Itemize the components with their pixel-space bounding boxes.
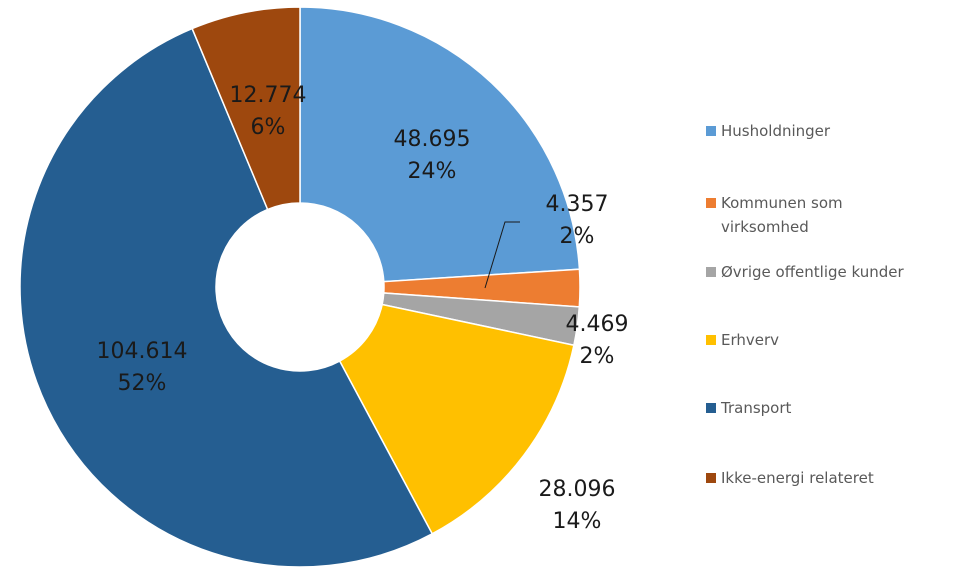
slice	[19, 27, 434, 568]
legend-item: Erhverv	[706, 328, 916, 352]
legend-label: Kommunen som virksomhed	[721, 194, 843, 236]
legend-item: Kommunen som virksomhed	[706, 191, 881, 239]
percent-label: 14%	[553, 509, 602, 534]
legend-label: Erhverv	[721, 331, 780, 349]
legend-item: Øvrige offentlige kunder	[706, 260, 916, 284]
legend-label: Ikke-energi relateret	[721, 469, 874, 487]
legend-label: Transport	[721, 399, 792, 417]
data-label: 4.357	[546, 192, 609, 217]
leader-line	[484, 221, 520, 289]
legend-swatch	[706, 335, 716, 345]
slice	[299, 6, 581, 283]
data-label: 104.614	[97, 339, 188, 364]
legend-label: Husholdninger	[721, 122, 831, 140]
legend-swatch	[706, 473, 716, 483]
legend-item: Husholdninger	[706, 119, 916, 143]
legend-swatch	[706, 126, 716, 136]
percent-label: 52%	[118, 371, 167, 396]
data-label: 4.469	[566, 312, 629, 337]
data-label: 12.774	[230, 83, 307, 108]
percent-label: 2%	[580, 344, 615, 369]
legend-item: Ikke-energi relateret	[706, 466, 916, 490]
legend-item: Transport	[706, 396, 916, 420]
percent-label: 2%	[560, 224, 595, 249]
legend-swatch	[706, 198, 716, 208]
legend-label: Øvrige offentlige kunder	[721, 263, 904, 281]
legend-swatch	[706, 403, 716, 413]
percent-label: 6%	[251, 115, 286, 140]
slice	[338, 303, 575, 535]
data-label: 28.096	[539, 477, 616, 502]
percent-label: 24%	[408, 159, 457, 184]
data-label: 48.695	[394, 127, 471, 152]
legend-swatch	[706, 267, 716, 277]
slice	[191, 6, 301, 211]
